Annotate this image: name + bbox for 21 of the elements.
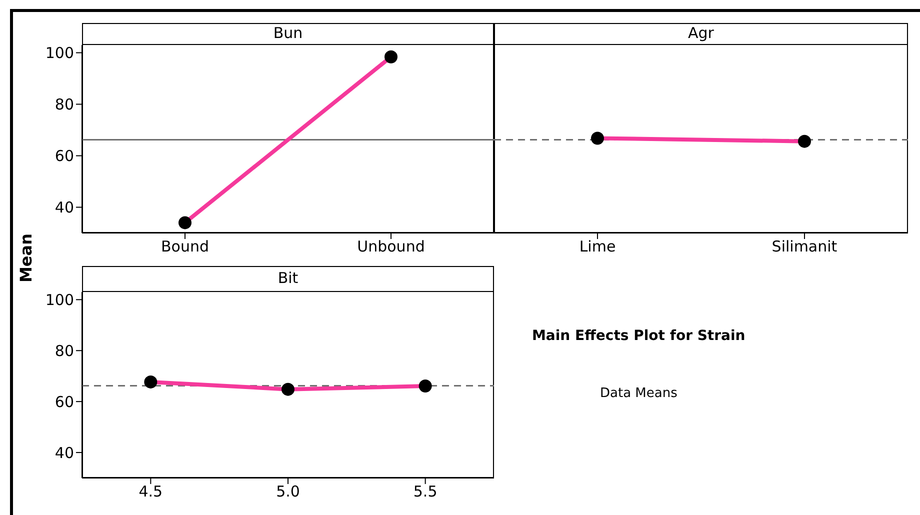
chart-title: Bit (82, 266, 494, 292)
y-tick-label: 40 (54, 198, 74, 217)
x-tick-label: Unbound (357, 238, 425, 256)
chart-title: Agr (494, 23, 908, 45)
y-tick-label: 60 (54, 392, 74, 411)
x-tick-label: 5.5 (413, 482, 438, 501)
x-tick-label: Silimanit (772, 238, 838, 256)
y-tick-label: 40 (54, 444, 74, 462)
text: Data Means (600, 386, 678, 401)
text: Main Effects Plot for Strain (532, 328, 746, 344)
x-tick-label: 4.5 (138, 482, 163, 501)
y-tick-label: 100 (45, 44, 74, 62)
y-tick-label: 60 (54, 147, 74, 166)
x-tick-label: Bound (160, 238, 210, 256)
x-tick-label: Lime (579, 238, 616, 256)
y-tick-label: 80 (54, 342, 74, 360)
chart-title: Bun (82, 23, 494, 45)
y-tick-label: 100 (45, 290, 74, 309)
x-tick-label: 5.0 (276, 482, 300, 501)
y-axis-title: Mean (16, 234, 36, 282)
y-tick-label: 80 (54, 96, 74, 114)
